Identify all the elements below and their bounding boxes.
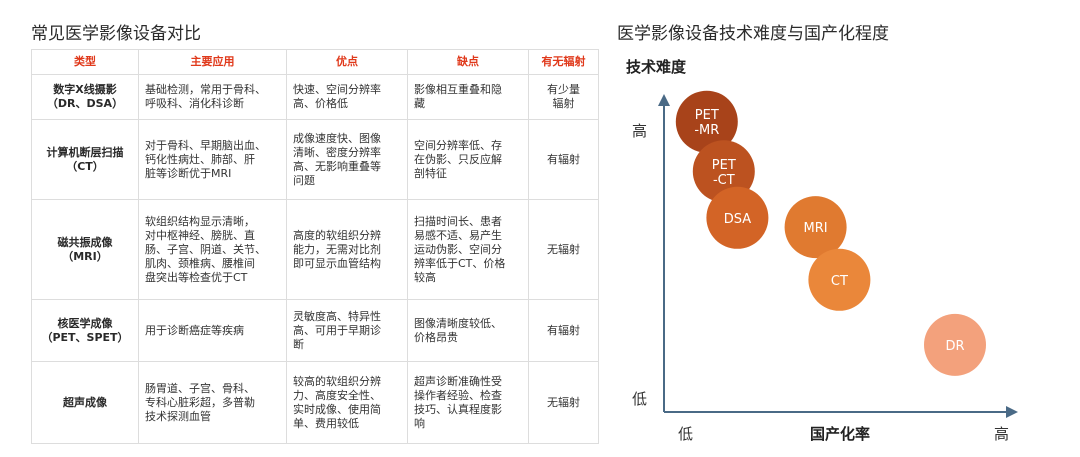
table-row: 磁共振成像 （MRI） 软组织结构显示清晰， 对中枢神经、膀胱、直 肠、子宫、阴… <box>31 199 599 300</box>
cell-disadvantages: 影像相互重叠和隐 藏 <box>407 74 529 120</box>
bubble-label: DR <box>945 339 964 354</box>
cell-radiation: 无辐射 <box>528 199 599 300</box>
bubble-point <box>924 313 986 376</box>
cell-advantages: 较高的软组织分辨 力、高度安全性、 实时成像、使用简 单、费用较低 <box>286 361 408 444</box>
header-application: 主要应用 <box>138 49 287 75</box>
cell-radiation: 有辐射 <box>528 299 599 362</box>
cell-advantages: 高度的软组织分辨 能力，无需对比剂 即可显示血管结构 <box>286 199 408 300</box>
x-axis-arrow <box>1006 406 1018 418</box>
bubble-point <box>706 186 769 249</box>
cell-application: 用于诊断癌症等疾病 <box>138 299 287 362</box>
cell-application: 对于骨科、早期脑出血、 钙化性病灶、肺部、肝 脏等诊断优于MRI <box>138 119 287 200</box>
cell-disadvantages: 超声诊断准确性受 操作者经验、检查 技巧、认真程度影 响 <box>407 361 529 444</box>
cell-application: 软组织结构显示清晰， 对中枢神经、膀胱、直 肠、子宫、阴道、关节、 肌肉、颈椎病… <box>138 199 287 300</box>
header-type: 类型 <box>31 49 139 75</box>
cell-disadvantages: 空间分辨率低、存 在伪影、只反应解 剖特征 <box>407 119 529 200</box>
header-radiation: 有无辐射 <box>528 49 599 75</box>
cell-radiation: 无辐射 <box>528 361 599 444</box>
bubble-group: PET -MR PET -CT DSA MRI CT DR <box>675 90 986 376</box>
bubble-point <box>784 196 847 259</box>
cell-advantages: 灵敏度高、特异性 高、可用于早期诊 断 <box>286 299 408 362</box>
table-header-row: 类型 主要应用 优点 缺点 有无辐射 <box>31 49 599 75</box>
table-title: 常见医学影像设备对比 <box>31 24 201 44</box>
cell-radiation: 有辐射 <box>528 119 599 200</box>
chart-title: 医学影像设备技术难度与国产化程度 <box>617 24 889 44</box>
cell-type: 数字X线摄影 （DR、DSA） <box>31 74 139 120</box>
bubble-label: PET -MR <box>694 108 719 138</box>
cell-type: 计算机断层扫描 （CT） <box>31 119 139 200</box>
x-axis-title: 国产化率 <box>810 425 870 443</box>
table-row: 核医学成像 （PET、SPET） 用于诊断癌症等疾病 灵敏度高、特异性 高、可用… <box>31 299 599 362</box>
cell-advantages: 快速、空间分辨率 高、价格低 <box>286 74 408 120</box>
cell-radiation: 有少量 辐射 <box>528 74 599 120</box>
header-advantages: 优点 <box>286 49 408 75</box>
table-row: 超声成像 肠胃道、子宫、骨科、 专科心脏彩超，多普勒 技术探测血管 较高的软组织… <box>31 361 599 444</box>
bubble-label: PET -CT <box>712 158 736 188</box>
cell-type: 核医学成像 （PET、SPET） <box>31 299 139 362</box>
bubble-point <box>808 248 871 311</box>
bubble-point <box>675 90 738 153</box>
header-disadvantages: 缺点 <box>407 49 529 75</box>
table-row: 计算机断层扫描 （CT） 对于骨科、早期脑出血、 钙化性病灶、肺部、肝 脏等诊断… <box>31 119 599 200</box>
x-low-label: 低 <box>678 425 693 443</box>
y-high-label: 高 <box>632 122 647 140</box>
cell-application: 基础检测，常用于骨科、 呼吸科、消化科诊断 <box>138 74 287 120</box>
cell-application: 肠胃道、子宫、骨科、 专科心脏彩超，多普勒 技术探测血管 <box>138 361 287 444</box>
bubble-label: MRI <box>804 221 828 236</box>
cell-advantages: 成像速度快、图像 清晰、密度分辨率 高、无影响重叠等 问题 <box>286 119 408 200</box>
cell-disadvantages: 图像清晰度较低、 价格昂贵 <box>407 299 529 362</box>
table-row: 数字X线摄影 （DR、DSA） 基础检测，常用于骨科、 呼吸科、消化科诊断 快速… <box>31 74 599 120</box>
cell-disadvantages: 扫描时间长、患者 易感不适、易产生 运动伪影、空间分 辨率低于CT、价格 较高 <box>407 199 529 300</box>
bubble-label: DSA <box>724 212 752 227</box>
bubble-point <box>692 140 755 203</box>
comparison-table: 类型 主要应用 优点 缺点 有无辐射 数字X线摄影 （DR、DSA） 基础检测，… <box>31 49 599 444</box>
bubble-label: CT <box>831 274 848 289</box>
bubble-chart: 技术难度 高 低 低 国产化率 高 PET -MR PET -CT DSA MRI CT DR <box>626 58 1018 443</box>
y-axis-arrow <box>658 94 670 106</box>
y-low-label: 低 <box>632 390 647 408</box>
x-high-label: 高 <box>994 425 1009 443</box>
cell-type: 超声成像 <box>31 361 139 444</box>
y-axis-title: 技术难度 <box>626 58 687 76</box>
cell-type: 磁共振成像 （MRI） <box>31 199 139 300</box>
